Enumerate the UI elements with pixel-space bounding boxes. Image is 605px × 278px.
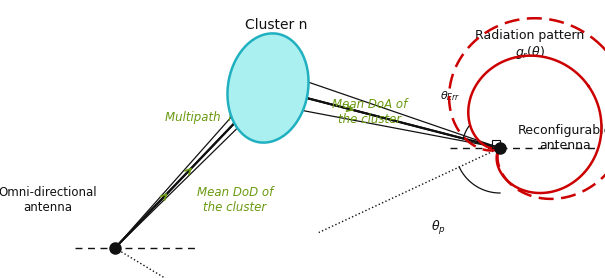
Text: Multipath  m: Multipath m (165, 111, 240, 125)
Text: Cluster n: Cluster n (245, 18, 307, 32)
Text: Mean DoA of
the cluster: Mean DoA of the cluster (332, 98, 408, 126)
Text: $\theta_{Err}$: $\theta_{Err}$ (440, 89, 460, 103)
Text: Omni-directional
antenna: Omni-directional antenna (0, 186, 97, 214)
Ellipse shape (227, 33, 309, 143)
Text: Radiation pattern
$g_r(\theta)$: Radiation pattern $g_r(\theta)$ (476, 29, 584, 61)
Text: Reconfigurable
antenna: Reconfigurable antenna (518, 124, 605, 152)
Text: Mean DoD of
the cluster: Mean DoD of the cluster (197, 186, 273, 214)
Text: $\theta_p$: $\theta_p$ (431, 219, 445, 237)
